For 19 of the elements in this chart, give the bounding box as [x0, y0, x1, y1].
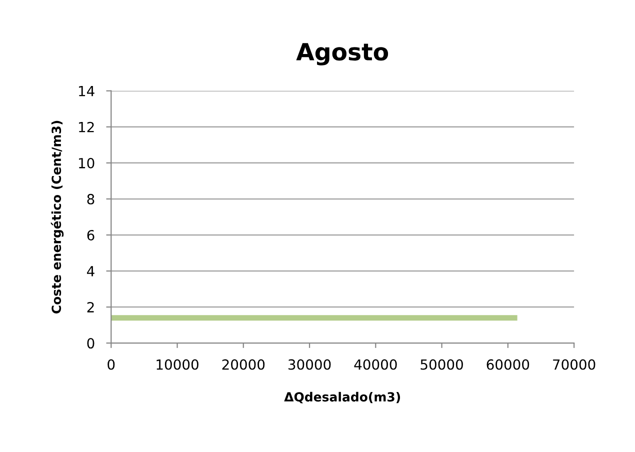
- y-tick-label: 2: [87, 302, 94, 312]
- x-tick-label: 60000: [486, 359, 530, 370]
- x-tick-label: 0: [108, 359, 115, 370]
- y-tick-label: 8: [87, 194, 94, 204]
- y-tick-label: 10: [79, 158, 94, 168]
- x-tick-label: 20000: [222, 359, 265, 370]
- x-tick-label: 70000: [553, 359, 596, 370]
- x-axis-title: ΔQdesalado(m3): [284, 392, 400, 404]
- x-tick-label: 50000: [420, 359, 463, 370]
- y-tick-label: 4: [86, 266, 94, 276]
- y-axis-title: Coste energético (Cent/m3): [50, 120, 64, 314]
- chart-title: Agosto: [296, 43, 388, 66]
- x-tick-label: 40000: [354, 359, 397, 370]
- x-tick-label: 10000: [156, 359, 198, 370]
- y-tick-label: 6: [87, 230, 94, 240]
- y-tick-label: 14: [79, 86, 94, 96]
- x-tick-label: 30000: [288, 359, 331, 370]
- y-tick-label: 0: [87, 338, 94, 349]
- y-tick-label: 12: [79, 122, 94, 132]
